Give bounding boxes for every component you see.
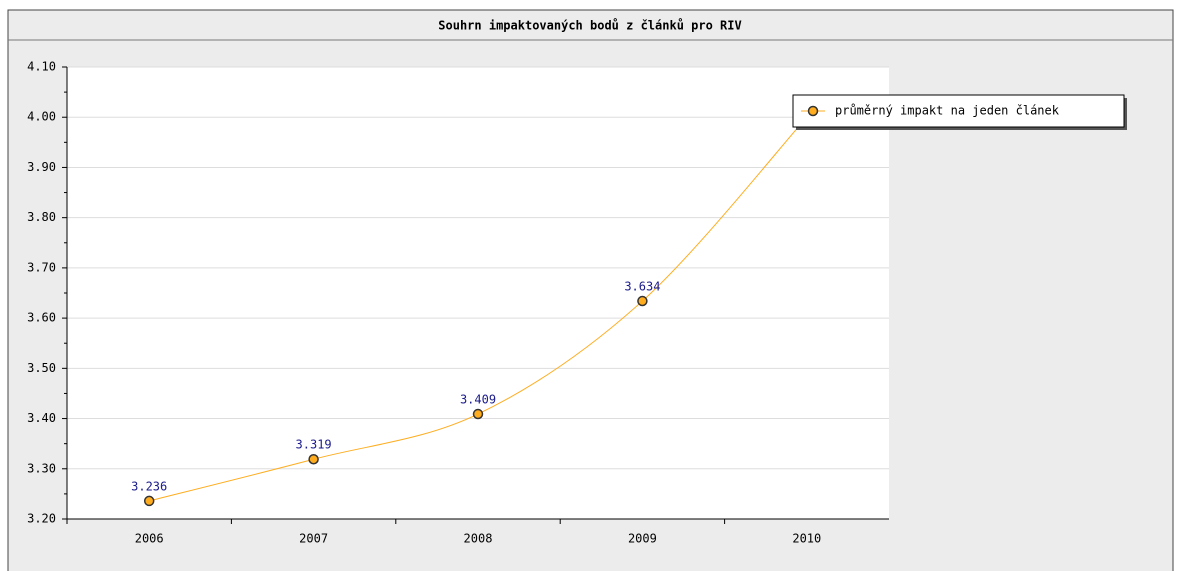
x-tick-label: 2007 <box>299 532 328 546</box>
data-label: 3.236 <box>131 479 167 493</box>
y-tick-label: 3.50 <box>27 361 56 375</box>
plot-area <box>67 67 889 519</box>
y-tick-label: 3.80 <box>27 210 56 224</box>
y-tick-label: 3.90 <box>27 160 56 174</box>
data-label: 3.319 <box>296 438 332 452</box>
line <box>149 116 808 502</box>
y-tick-label: 3.60 <box>27 311 56 325</box>
legend <box>792 94 1125 128</box>
marker <box>143 495 155 507</box>
legend-label: průměrný impakt na jeden článek <box>835 104 1060 118</box>
y-tick-label: 4.10 <box>27 60 56 74</box>
legend-marker <box>807 105 819 117</box>
x-tick-label: 2008 <box>464 532 493 546</box>
marker <box>308 453 319 465</box>
y-tick-label: 3.40 <box>27 411 56 425</box>
data-label: 3.409 <box>460 393 496 407</box>
x-tick-label: 2006 <box>135 532 164 546</box>
y-tick-label: 3.30 <box>27 461 56 475</box>
y-tick-label: 4.00 <box>27 110 56 124</box>
y-tick-label: 3.20 <box>27 512 56 526</box>
x-tick-label: 2010 <box>792 532 821 546</box>
marker <box>472 408 484 420</box>
chart-title: Souhrn impaktovaných bodů z článků pro R… <box>438 19 741 33</box>
y-tick-label: 3.70 <box>27 260 56 274</box>
data-label: 3.634 <box>624 280 660 294</box>
x-tick-label: 2009 <box>628 532 657 546</box>
marker <box>637 295 648 307</box>
